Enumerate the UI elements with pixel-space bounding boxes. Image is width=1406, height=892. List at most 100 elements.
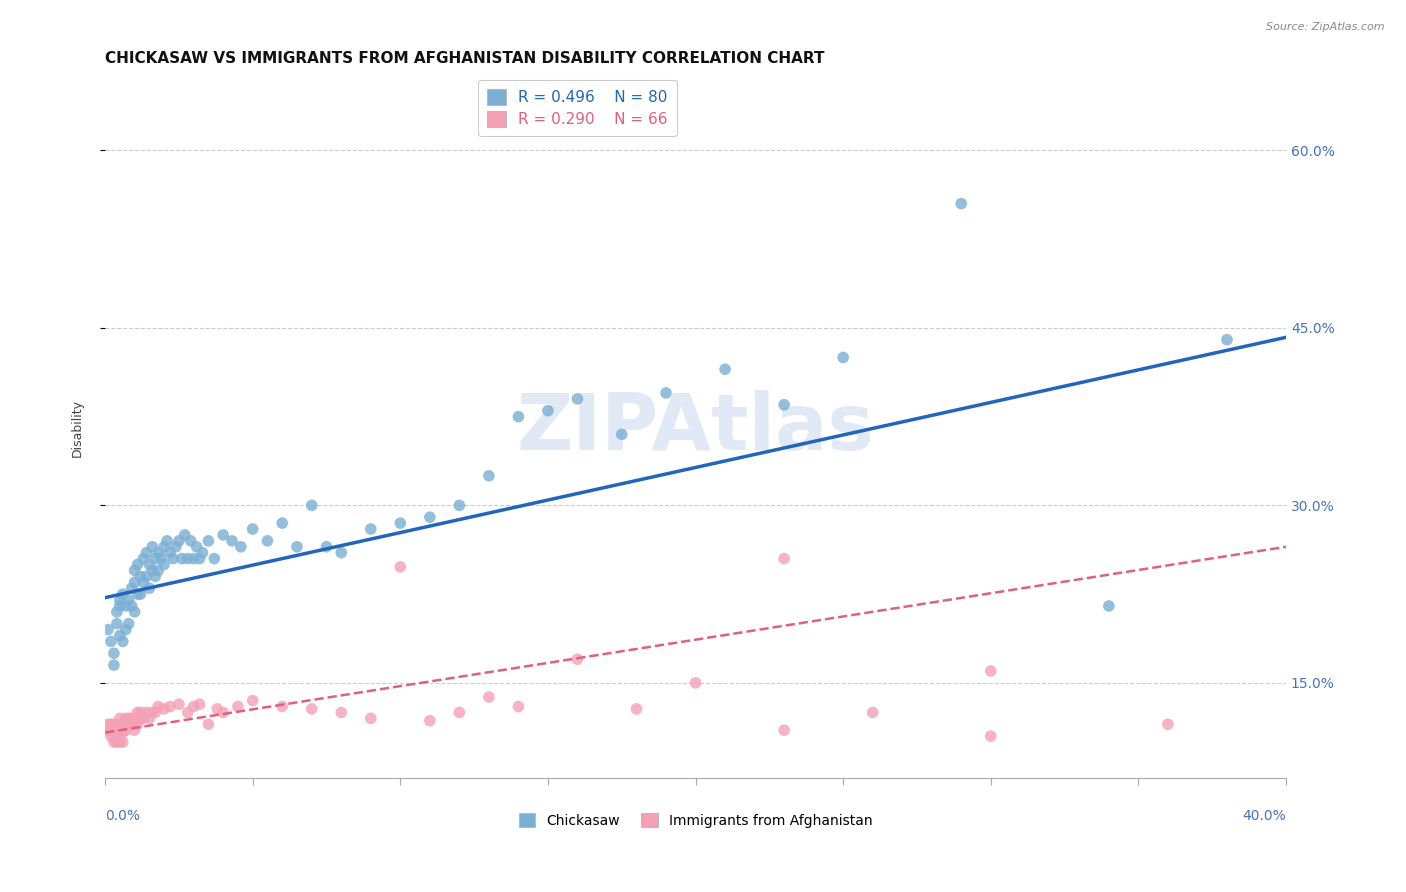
Point bbox=[159, 546, 181, 560]
Point bbox=[242, 693, 264, 707]
Point bbox=[124, 605, 146, 619]
Point bbox=[188, 551, 211, 566]
Point bbox=[186, 540, 208, 554]
Point bbox=[177, 551, 200, 566]
Point bbox=[114, 599, 136, 613]
Point bbox=[138, 711, 160, 725]
Point bbox=[197, 533, 219, 548]
Point bbox=[124, 575, 146, 590]
Point bbox=[132, 575, 155, 590]
Point bbox=[449, 706, 471, 720]
Point bbox=[108, 735, 131, 749]
Point bbox=[108, 711, 131, 725]
Point bbox=[508, 699, 530, 714]
Point bbox=[330, 546, 353, 560]
Point bbox=[111, 725, 134, 739]
Point bbox=[950, 196, 973, 211]
Point bbox=[124, 723, 146, 738]
Point bbox=[121, 581, 143, 595]
Point bbox=[537, 403, 560, 417]
Point bbox=[153, 540, 176, 554]
Point bbox=[285, 540, 308, 554]
Point bbox=[118, 616, 141, 631]
Point bbox=[138, 581, 160, 595]
Point bbox=[159, 699, 181, 714]
Point bbox=[197, 717, 219, 731]
Point bbox=[980, 664, 1002, 678]
Point bbox=[129, 587, 152, 601]
Point bbox=[103, 646, 125, 660]
Point bbox=[135, 706, 157, 720]
Point bbox=[256, 533, 278, 548]
Point bbox=[108, 599, 131, 613]
Point bbox=[127, 558, 149, 572]
Point bbox=[229, 540, 252, 554]
Point bbox=[105, 717, 128, 731]
Point bbox=[330, 706, 353, 720]
Point bbox=[207, 702, 229, 716]
Point bbox=[980, 729, 1002, 743]
Point bbox=[121, 717, 143, 731]
Point bbox=[567, 652, 589, 666]
Point bbox=[148, 699, 170, 714]
Point bbox=[135, 546, 157, 560]
Point bbox=[97, 623, 120, 637]
Text: 40.0%: 40.0% bbox=[1243, 809, 1286, 823]
Point bbox=[103, 717, 125, 731]
Point bbox=[389, 516, 412, 530]
Point bbox=[773, 723, 796, 738]
Point bbox=[221, 533, 243, 548]
Text: 0.0%: 0.0% bbox=[105, 809, 141, 823]
Point bbox=[103, 658, 125, 673]
Point bbox=[212, 528, 235, 542]
Point bbox=[129, 711, 152, 725]
Point bbox=[103, 735, 125, 749]
Point bbox=[124, 564, 146, 578]
Point bbox=[103, 723, 125, 738]
Point bbox=[127, 706, 149, 720]
Point bbox=[162, 551, 184, 566]
Point bbox=[773, 551, 796, 566]
Point bbox=[108, 725, 131, 739]
Point bbox=[108, 717, 131, 731]
Point bbox=[143, 551, 166, 566]
Point bbox=[114, 623, 136, 637]
Point bbox=[114, 711, 136, 725]
Point bbox=[100, 729, 122, 743]
Point bbox=[111, 587, 134, 601]
Point bbox=[389, 560, 412, 574]
Point bbox=[301, 702, 323, 716]
Point bbox=[271, 699, 294, 714]
Point bbox=[105, 616, 128, 631]
Point bbox=[121, 599, 143, 613]
Point bbox=[773, 398, 796, 412]
Point bbox=[111, 735, 134, 749]
Point bbox=[508, 409, 530, 424]
Point bbox=[832, 351, 855, 365]
Point bbox=[626, 702, 648, 716]
Point bbox=[129, 706, 152, 720]
Point bbox=[105, 605, 128, 619]
Point bbox=[1157, 717, 1180, 731]
Point bbox=[1216, 333, 1239, 347]
Point bbox=[148, 546, 170, 560]
Text: CHICKASAW VS IMMIGRANTS FROM AFGHANISTAN DISABILITY CORRELATION CHART: CHICKASAW VS IMMIGRANTS FROM AFGHANISTAN… bbox=[105, 51, 824, 66]
Point bbox=[111, 717, 134, 731]
Text: Source: ZipAtlas.com: Source: ZipAtlas.com bbox=[1267, 22, 1385, 32]
Point bbox=[1098, 599, 1121, 613]
Point bbox=[685, 676, 707, 690]
Point bbox=[108, 628, 131, 642]
Point bbox=[167, 697, 190, 711]
Point bbox=[170, 551, 193, 566]
Point bbox=[108, 593, 131, 607]
Point bbox=[129, 569, 152, 583]
Point bbox=[150, 551, 173, 566]
Point bbox=[271, 516, 294, 530]
Point bbox=[360, 711, 382, 725]
Point bbox=[714, 362, 737, 376]
Legend: Chickasaw, Immigrants from Afghanistan: Chickasaw, Immigrants from Afghanistan bbox=[513, 807, 877, 833]
Point bbox=[111, 634, 134, 648]
Point bbox=[100, 723, 122, 738]
Point bbox=[105, 725, 128, 739]
Point bbox=[478, 690, 501, 704]
